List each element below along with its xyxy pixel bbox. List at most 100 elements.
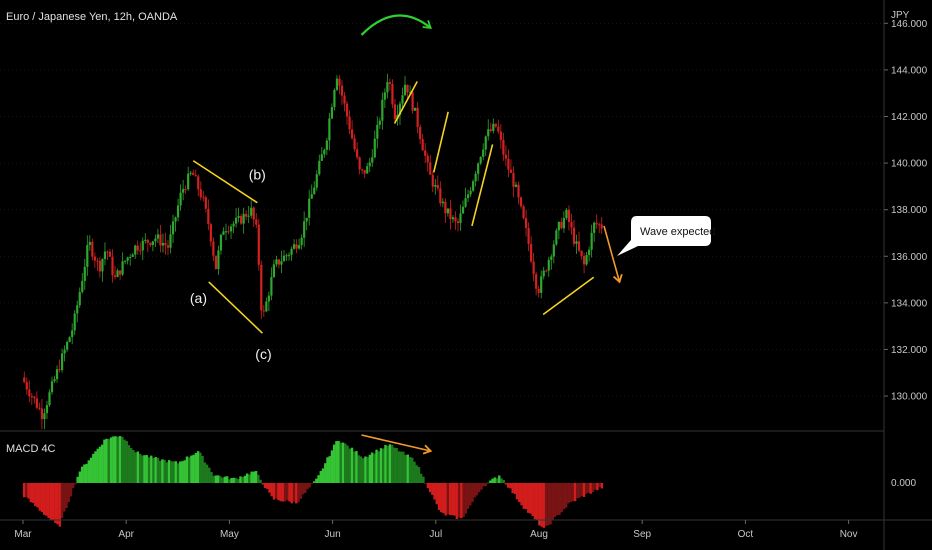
macd-bar [89,457,93,483]
macd-bar [533,483,537,520]
price-tick-label: 130.000 [891,392,928,403]
candle-body [527,228,530,245]
macd-bar [571,483,575,502]
macd-bar [500,478,503,483]
macd-bar [540,483,543,527]
candle-body [408,92,412,94]
macd-bar [234,478,238,483]
wave-label[interactable]: (b) [249,166,266,182]
macd-bar [373,453,376,483]
macd-bar [112,436,115,483]
candle-body [101,259,104,272]
candle-body [40,408,44,420]
macd-bar [593,483,597,490]
macd-bar [310,483,314,484]
candle-body [494,123,497,127]
macd-bar [34,483,37,507]
candle-body [446,208,450,214]
pattern-line[interactable] [471,144,494,227]
macd-bar [511,483,514,494]
time-tick-label: Jul [429,529,442,540]
arrow-head [422,20,432,30]
candle-body [33,396,36,399]
candle-body [580,250,583,257]
candle-body [550,256,553,260]
candle-body [348,116,351,130]
time-tick-label: May [220,529,239,540]
candle-body [532,261,535,275]
macd-bar [341,442,345,483]
pattern-line[interactable] [432,111,449,173]
candle-body [330,107,334,119]
time-tick-label: Apr [118,529,134,540]
candle-body [504,154,507,159]
candle-body [35,398,38,408]
arrow-shaft [603,225,621,283]
wave-label[interactable]: (a) [190,290,207,306]
macd-bar [49,483,53,520]
macd-bar [190,455,193,483]
candle-body [572,227,576,244]
candle-body [174,217,177,222]
candle-body [81,280,84,293]
macd-bar [179,461,182,483]
macd-bar [87,460,91,483]
callout-text: Wave expected [640,226,715,238]
wave-label[interactable]: (c) [255,346,271,362]
pattern-line[interactable] [393,81,418,124]
macd-bar [228,479,231,483]
macd-bar [451,483,454,516]
price-tick-label: 144.000 [891,65,928,76]
candle-body [366,166,369,174]
macd-bar [194,453,198,483]
macd-bar [475,483,479,496]
candle-body [247,215,250,217]
wave-expected-callout[interactable]: Wave expected [617,216,715,256]
candle-body [459,213,462,224]
candle-body [234,217,238,224]
price-tick-label: 140.000 [891,159,928,170]
macd-bar [232,477,236,483]
candle-body [275,259,278,265]
candle-body [411,92,414,111]
macd-bar [422,476,425,483]
macd-bar [531,483,534,516]
macd-bar [585,483,588,494]
macd-bar [515,483,519,500]
macd-bar [491,478,494,483]
macd-bar [116,436,120,483]
macd-bar [212,475,215,483]
macd-bar [283,483,287,502]
candle-body [270,277,273,296]
curved-arrow[interactable] [360,14,432,36]
macd-bar [225,476,229,483]
candle-body [227,231,230,233]
candle-body [224,231,228,233]
macd-bar [312,481,316,483]
macd-bar [337,440,340,483]
candle-body [63,349,66,354]
drawing-overlays[interactable]: (a) (b) (c) [190,14,623,455]
pattern-line[interactable] [192,160,258,204]
time-axis[interactable]: Mar Apr May Jun Jul Aug Sep Oct Nov [14,520,857,540]
pattern-line[interactable] [542,276,595,316]
price-axis[interactable]: 146.000 144.000 142.000 140.000 138.000 136.0… [884,19,928,403]
macd-bar [279,483,282,502]
candle-body [199,189,202,198]
trend-arrow[interactable] [361,434,433,455]
macd-histogram[interactable] [22,436,604,528]
time-tick-label: Nov [840,529,858,540]
macd-bar [355,451,358,483]
macd-bar [328,456,331,483]
price-candles[interactable] [23,73,603,430]
macd-bar [324,463,327,483]
candle-body [429,162,432,175]
macd-bar [433,483,436,500]
macd-bar [444,483,447,516]
candle-body [55,369,59,380]
pattern-line[interactable] [208,281,263,334]
trend-arrow[interactable] [603,225,623,284]
arrow-shaft [361,434,431,452]
candle-body [237,215,240,218]
